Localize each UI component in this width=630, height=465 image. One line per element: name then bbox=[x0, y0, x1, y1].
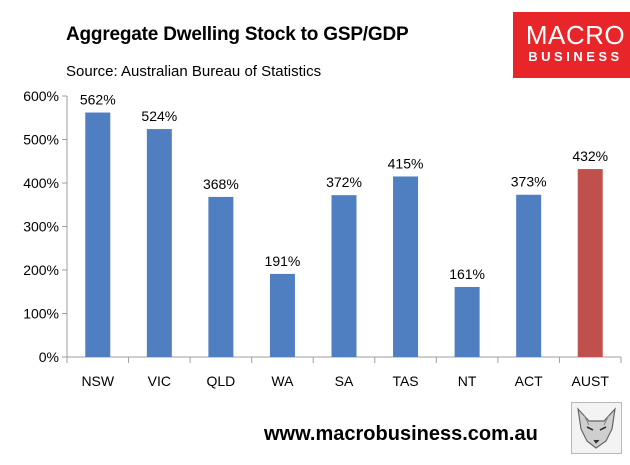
y-tick-label: 0% bbox=[39, 349, 59, 365]
x-tick-label-qld: QLD bbox=[206, 373, 235, 389]
data-label-tas: 415% bbox=[388, 155, 424, 171]
data-label-act: 373% bbox=[511, 174, 547, 190]
logo-line-1: MACRO bbox=[525, 20, 626, 50]
x-tick-label-wa: WA bbox=[271, 373, 294, 389]
fox-head-graphic bbox=[577, 407, 616, 449]
footer-url: www.macrobusiness.com.au bbox=[264, 423, 538, 445]
x-tick-label-tas: TAS bbox=[392, 373, 418, 389]
chart-title: Aggregate Dwelling Stock to GSP/GDP bbox=[66, 24, 409, 45]
y-tick-label: 600% bbox=[23, 88, 59, 104]
bar-qld bbox=[208, 196, 234, 357]
logo-line-2: BUSINESS bbox=[528, 49, 623, 64]
y-tick-label: 200% bbox=[23, 262, 59, 278]
data-label-aust: 432% bbox=[572, 148, 608, 164]
bar-nsw bbox=[85, 112, 111, 357]
fox-head-icon bbox=[571, 402, 622, 454]
bar-wa bbox=[269, 273, 295, 357]
x-tick-label-vic: VIC bbox=[148, 373, 171, 389]
bar-tas bbox=[393, 176, 419, 357]
x-tick-label-aust: AUST bbox=[572, 373, 610, 389]
y-tick-label: 400% bbox=[23, 175, 59, 191]
bar-sa bbox=[331, 195, 357, 357]
bar-act bbox=[516, 194, 542, 357]
data-label-sa: 372% bbox=[326, 174, 362, 190]
data-label-wa: 191% bbox=[265, 253, 301, 269]
source-note: Source: Australian Bureau of Statistics bbox=[66, 63, 322, 80]
data-label-nt: 161% bbox=[449, 266, 485, 282]
y-tick-label: 500% bbox=[23, 132, 59, 148]
bar-nt bbox=[454, 286, 480, 357]
x-tick-label-sa: SA bbox=[335, 373, 354, 389]
x-tick-label-act: ACT bbox=[515, 373, 543, 389]
bar-vic bbox=[146, 129, 172, 357]
x-tick-label-nsw: NSW bbox=[81, 373, 114, 389]
data-label-vic: 524% bbox=[141, 108, 177, 124]
data-label-nsw: 562% bbox=[80, 92, 116, 108]
x-tick-label-nt: NT bbox=[458, 373, 477, 389]
data-label-qld: 368% bbox=[203, 176, 239, 192]
macrobusiness-logo: MACRO BUSINESS bbox=[513, 12, 630, 78]
y-tick-label: 100% bbox=[23, 306, 59, 322]
y-tick-label: 300% bbox=[23, 219, 59, 235]
bar-aust bbox=[577, 169, 603, 357]
